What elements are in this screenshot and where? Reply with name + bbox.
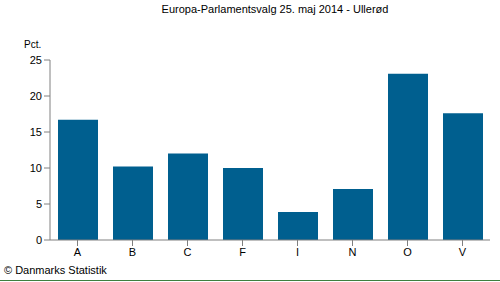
svg-text:N: N	[349, 246, 357, 258]
svg-text:0: 0	[36, 234, 42, 246]
svg-text:20: 20	[30, 90, 42, 102]
svg-text:A: A	[74, 246, 82, 258]
svg-text:C: C	[184, 246, 192, 258]
svg-text:I: I	[296, 246, 299, 258]
svg-text:B: B	[129, 246, 136, 258]
html-text:Europa-Parlamentsvalg 25. maj: Europa-Parlamentsvalg 25. maj 2014 - Ull…	[161, 3, 389, 15]
svg-text:O: O	[403, 246, 412, 258]
svg-text:5: 5	[36, 198, 42, 210]
svg-text:V: V	[459, 246, 467, 258]
svg-text:10: 10	[30, 162, 42, 174]
svg-text:25: 25	[30, 54, 42, 66]
svg-text:15: 15	[30, 126, 42, 138]
html-text:© Danmarks Statistik: © Danmarks Statistik	[4, 264, 107, 276]
svg-text:F: F	[239, 246, 246, 258]
html-text:Pct.: Pct.	[24, 39, 42, 50]
